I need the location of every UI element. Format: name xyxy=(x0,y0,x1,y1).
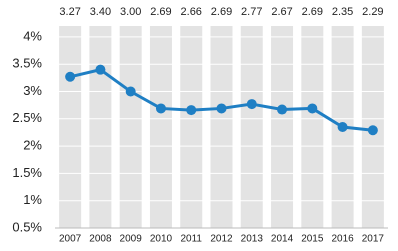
value-label: 2.66 xyxy=(181,6,202,18)
column-band xyxy=(180,26,203,228)
x-tick-label: 2012 xyxy=(210,234,233,245)
marker xyxy=(277,104,288,115)
x-tick-label: 2008 xyxy=(89,234,112,245)
value-label: 2.69 xyxy=(302,6,323,18)
value-label: 2.67 xyxy=(271,6,292,18)
column-band xyxy=(89,26,112,228)
column-band xyxy=(149,26,172,228)
marker xyxy=(337,122,348,132)
marker xyxy=(155,103,166,114)
column-band xyxy=(59,26,82,228)
x-tick-label: 2009 xyxy=(120,234,143,245)
marker xyxy=(216,103,227,114)
column-band xyxy=(240,26,263,228)
marker xyxy=(246,99,257,110)
x-tick-label: 2017 xyxy=(362,234,385,245)
value-label: 2.69 xyxy=(211,6,232,18)
y-tick-label: 3% xyxy=(23,83,42,98)
y-tick-label: 0.5% xyxy=(12,219,42,234)
x-tick-label: 2014 xyxy=(271,234,294,245)
value-label: 2.77 xyxy=(241,6,262,18)
y-tick-label: 4% xyxy=(23,28,42,43)
value-label: 3.27 xyxy=(59,6,80,18)
y-tick-label: 1.5% xyxy=(12,165,42,180)
y-tick-label: 2.5% xyxy=(12,110,42,125)
marker xyxy=(367,125,378,136)
value-label: 3.00 xyxy=(120,6,141,18)
y-tick-label: 1% xyxy=(23,192,42,207)
x-tick-label: 2016 xyxy=(331,234,354,245)
column-band xyxy=(119,26,142,228)
x-tick-label: 2010 xyxy=(150,234,173,245)
column-band xyxy=(271,26,294,228)
marker xyxy=(125,86,136,97)
value-label: 3.40 xyxy=(90,6,111,18)
column-band xyxy=(301,26,324,228)
marker xyxy=(95,64,106,75)
y-tick-label: 3.5% xyxy=(12,56,42,71)
marker xyxy=(307,103,318,114)
column-band xyxy=(210,26,233,228)
value-label: 2.35 xyxy=(332,6,353,18)
x-tick-label: 2007 xyxy=(59,234,82,245)
y-tick-label: 2% xyxy=(23,138,42,153)
value-label: 2.29 xyxy=(362,6,383,18)
marker xyxy=(65,71,76,82)
marker xyxy=(186,105,197,116)
x-tick-label: 2015 xyxy=(301,234,324,245)
x-tick-label: 2011 xyxy=(180,234,202,245)
value-label: 2.69 xyxy=(150,6,171,18)
x-tick-label: 2013 xyxy=(241,234,264,245)
